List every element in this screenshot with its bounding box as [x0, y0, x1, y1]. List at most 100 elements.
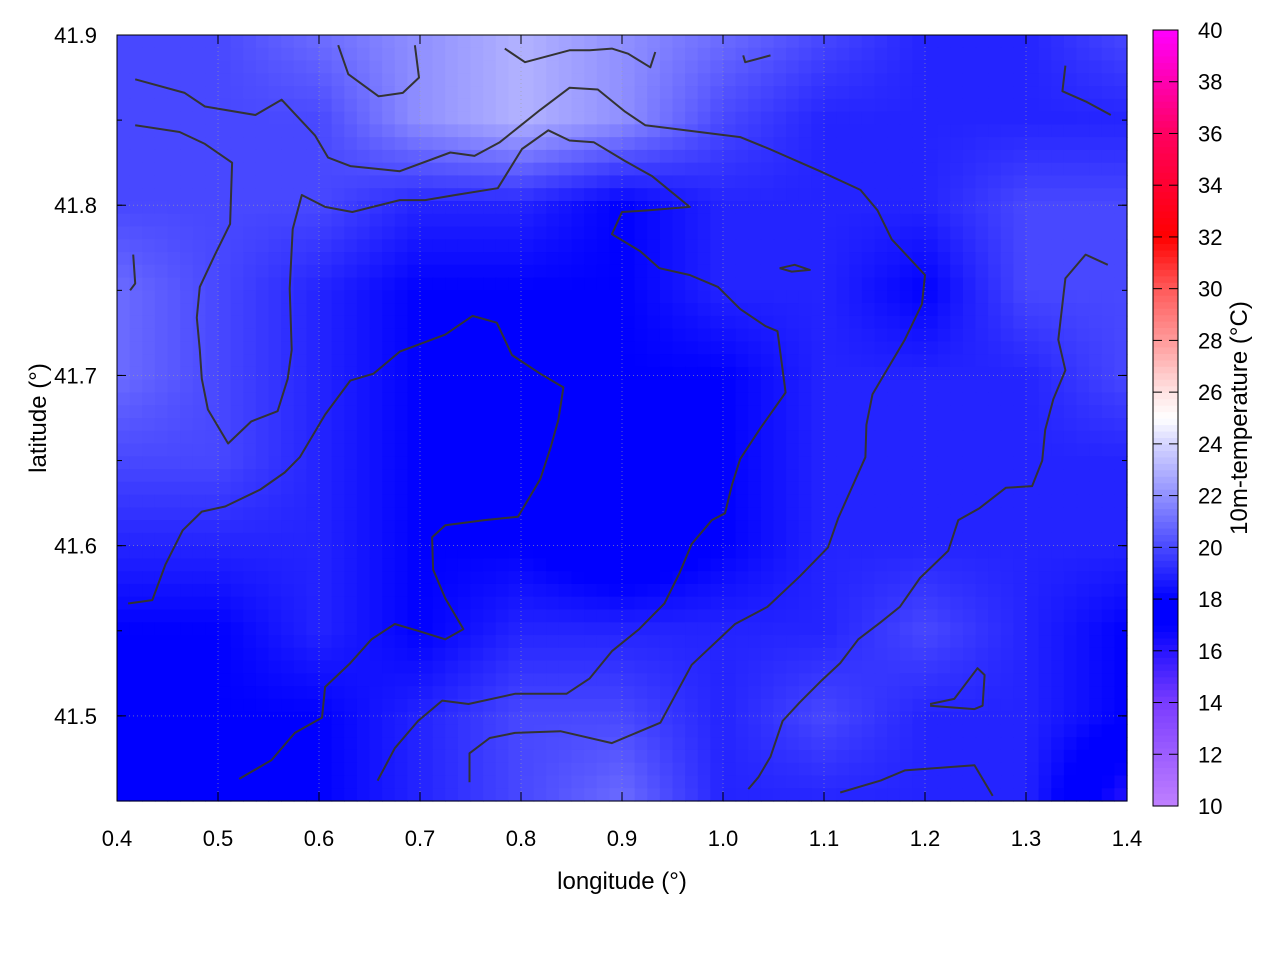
- heatmap-cell: [1089, 711, 1103, 725]
- heatmap-cell: [268, 520, 282, 534]
- heatmap-cell: [1076, 762, 1090, 777]
- heatmap-cell: [205, 647, 219, 662]
- heatmap-cell: [609, 124, 623, 138]
- heatmap-cell: [546, 507, 560, 521]
- heatmap-cell: [558, 405, 573, 419]
- heatmap-cell: [811, 252, 825, 266]
- heatmap-cell: [975, 686, 989, 700]
- heatmap-cell: [798, 583, 812, 598]
- heatmap-cell: [508, 456, 522, 470]
- heatmap-cell: [760, 520, 775, 534]
- heatmap-cell: [407, 149, 421, 164]
- heatmap-cell: [243, 660, 257, 674]
- heatmap-cell: [1038, 124, 1052, 138]
- heatmap-cell: [849, 162, 863, 177]
- heatmap-cell: [483, 405, 497, 419]
- heatmap-cell: [1013, 264, 1027, 279]
- heatmap-cell: [672, 469, 686, 483]
- heatmap-cell: [293, 532, 307, 547]
- heatmap-cell: [180, 622, 194, 636]
- heatmap-cell: [117, 430, 131, 445]
- heatmap-cell: [697, 456, 711, 470]
- heatmap-cell: [142, 494, 156, 508]
- heatmap-cell: [243, 315, 257, 330]
- heatmap-cell: [659, 686, 674, 700]
- heatmap-cell: [609, 405, 623, 419]
- heatmap-cell: [735, 213, 749, 228]
- heatmap-cell: [457, 737, 472, 751]
- heatmap-cell: [508, 86, 522, 100]
- heatmap-cell: [255, 162, 270, 177]
- heatmap-cell: [962, 137, 977, 151]
- heatmap-cell: [293, 175, 307, 189]
- heatmap-cell: [293, 98, 307, 113]
- heatmap-cell: [457, 686, 472, 700]
- heatmap-cell: [1013, 494, 1027, 508]
- heatmap-cell: [154, 507, 169, 521]
- heatmap-cell: [457, 111, 472, 125]
- heatmap-cell: [760, 545, 775, 560]
- heatmap-cell: [1101, 264, 1115, 279]
- heatmap-cell: [1026, 188, 1040, 202]
- heatmap-cell: [344, 290, 358, 304]
- heatmap-cell: [950, 341, 964, 355]
- heatmap-cell: [306, 418, 320, 432]
- heatmap-cell: [356, 124, 371, 138]
- heatmap-cell: [836, 149, 850, 164]
- heatmap-cell: [281, 596, 295, 611]
- heatmap-cell: [925, 188, 939, 202]
- heatmap-cell: [1063, 328, 1078, 342]
- heatmap-cell: [205, 290, 219, 304]
- heatmap-cell: [1063, 762, 1078, 777]
- heatmap-cell: [1114, 149, 1128, 164]
- heatmap-cell: [634, 213, 648, 228]
- heatmap-cell: [344, 392, 358, 406]
- heatmap-cell: [445, 749, 459, 764]
- heatmap-cell: [1051, 545, 1065, 560]
- heatmap-cell: [319, 520, 333, 534]
- heatmap-cell: [483, 328, 497, 342]
- heatmap-cell: [861, 303, 876, 317]
- heatmap-cell: [1038, 290, 1052, 304]
- heatmap-cell: [230, 315, 244, 330]
- heatmap-cell: [1063, 443, 1078, 457]
- heatmap-cell: [521, 532, 535, 547]
- heatmap-cell: [1114, 724, 1128, 738]
- heatmap-cell: [1076, 239, 1090, 253]
- heatmap-cell: [1026, 162, 1040, 177]
- heatmap-cell: [659, 35, 674, 49]
- heatmap-cell: [243, 213, 257, 228]
- heatmap-cell: [874, 788, 888, 802]
- heatmap-cell: [1063, 749, 1078, 764]
- heatmap-cell: [407, 673, 421, 687]
- heatmap-cell: [356, 47, 371, 62]
- heatmap-cell: [1076, 213, 1090, 228]
- heatmap-cell: [874, 98, 888, 113]
- heatmap-cell: [558, 558, 573, 572]
- heatmap-cell: [975, 469, 989, 483]
- heatmap-cell: [533, 303, 547, 317]
- heatmap-cell: [205, 379, 219, 394]
- heatmap-cell: [1038, 686, 1052, 700]
- heatmap-cell: [344, 354, 358, 368]
- colorbar-segment: [1153, 476, 1178, 484]
- heatmap-cell: [546, 762, 560, 777]
- heatmap-cell: [142, 724, 156, 738]
- heatmap-cell: [836, 98, 850, 113]
- heatmap-cell: [268, 124, 282, 138]
- heatmap-cell: [861, 545, 876, 560]
- colorbar-segment: [1153, 224, 1178, 232]
- heatmap-cell: [975, 47, 989, 62]
- heatmap-cell: [710, 481, 724, 496]
- heatmap-cell: [1114, 418, 1128, 432]
- heatmap-cell: [836, 545, 850, 560]
- heatmap-cell: [369, 290, 383, 304]
- heatmap-cell: [255, 60, 270, 74]
- heatmap-cell: [1000, 328, 1014, 342]
- heatmap-cell: [1051, 686, 1065, 700]
- heatmap-cell: [255, 711, 270, 725]
- heatmap-cell: [432, 239, 446, 253]
- heatmap-cell: [117, 583, 131, 598]
- heatmap-cell: [748, 418, 762, 432]
- heatmap-cell: [154, 622, 169, 636]
